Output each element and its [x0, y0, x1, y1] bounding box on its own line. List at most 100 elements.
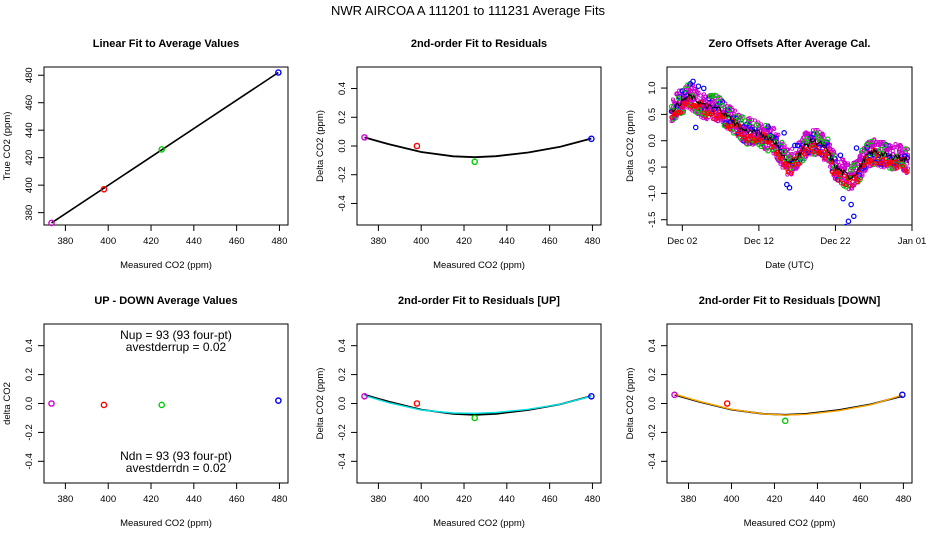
data-point-purple — [48, 400, 55, 407]
data-point-red — [782, 161, 788, 166]
chart-p6: 2nd-order Fit to Residuals [DOWN] Measure… — [625, 295, 913, 529]
data-point-blue — [837, 152, 844, 159]
fit-curve-black — [364, 136, 592, 159]
x-tick-label: 380 — [370, 494, 386, 505]
data-point-green — [813, 130, 820, 137]
data-point-red — [905, 169, 910, 175]
chart-p3: Zero Offsets After Average Cal. Date (UTC… — [625, 38, 926, 271]
y-axis-label: Delta CO2 (ppm) — [625, 110, 636, 182]
data-point-green — [843, 184, 849, 190]
data-point-red — [883, 156, 889, 162]
data-point-green — [824, 136, 831, 143]
data-point-green — [799, 157, 806, 164]
trend-line — [671, 92, 909, 181]
x-axis-label: Measured CO2 (ppm) — [120, 260, 212, 271]
data-point-red — [863, 155, 869, 161]
data-point-green — [779, 139, 785, 146]
chart-title: UP - DOWN Average Values — [94, 295, 237, 307]
data-point-blue — [588, 392, 595, 400]
data-point-red — [684, 99, 690, 105]
data-point-blue — [700, 85, 707, 92]
y-axis-label: Delta CO2 (ppm) — [315, 110, 326, 182]
x-tick-label: 420 — [143, 494, 159, 505]
y-axis-label: delta CO2 — [2, 382, 13, 425]
chart-p4: UP - DOWN Average Values Measured CO2 (pp… — [2, 295, 289, 529]
data-point-red — [836, 178, 841, 183]
data-point-blue — [851, 213, 857, 220]
data-point-blue — [864, 144, 871, 151]
y-tick-label: 0.2 — [337, 111, 348, 124]
data-point-purple — [732, 108, 738, 113]
data-point-red — [856, 177, 861, 183]
data-point-red — [834, 169, 840, 175]
data-point-purple — [782, 143, 787, 148]
x-tick-label: 400 — [100, 236, 116, 247]
data-point-red — [784, 165, 789, 171]
x-tick-label: 440 — [810, 494, 826, 505]
data-point-blue — [746, 123, 753, 129]
y-tick-label: 0.4 — [337, 339, 348, 352]
data-point-green — [859, 147, 866, 154]
x-axis-label: Measured CO2 (ppm) — [433, 260, 525, 271]
data-point-green — [471, 414, 479, 422]
data-point-red — [742, 134, 748, 140]
data-point-green — [864, 141, 870, 148]
data-point-red — [413, 142, 421, 150]
data-point-blue — [275, 69, 282, 76]
data-point-green — [719, 102, 725, 109]
y-tick-label: -0.4 — [24, 453, 35, 469]
data-point-purple — [899, 144, 904, 149]
data-point-purple — [785, 172, 790, 177]
x-tick-label: 400 — [413, 236, 429, 247]
x-tick-label: 440 — [499, 494, 515, 505]
data-point-blue — [682, 89, 688, 96]
y-tick-label: 480 — [24, 67, 35, 83]
y-tick-label: -0.2 — [647, 424, 658, 440]
data-point-green — [714, 99, 721, 105]
data-point-green — [896, 160, 902, 167]
data-point-green — [753, 122, 760, 128]
data-point-red — [779, 156, 785, 162]
data-point-blue — [845, 218, 852, 225]
data-point-green — [811, 151, 817, 157]
data-point-green — [781, 148, 787, 155]
x-tick-label: 460 — [542, 236, 558, 247]
x-tick-label: 420 — [767, 494, 783, 505]
x-tick-label: 480 — [895, 494, 911, 505]
data-point-blue — [588, 135, 595, 143]
y-tick-label: -0.5 — [647, 159, 658, 175]
y-axis-label: Delta CO2 (ppm) — [315, 368, 326, 440]
chart-p2: 2nd-order Fit to Residuals Measured CO2 (… — [315, 38, 602, 271]
chart-title: 2nd-order Fit to Residuals [UP] — [398, 295, 560, 307]
y-tick-label: 0.0 — [337, 397, 348, 410]
y-tick-label: 440 — [24, 122, 35, 138]
fit-line — [51, 71, 279, 224]
data-point-green — [684, 82, 691, 89]
x-tick-label: 460 — [852, 494, 868, 505]
data-point-red — [811, 149, 817, 155]
plot-frame — [666, 66, 913, 226]
data-point-green — [852, 161, 859, 168]
data-point-green — [733, 113, 739, 120]
data-point-blue — [690, 78, 696, 85]
data-point-blue — [848, 201, 854, 208]
data-point-green — [668, 103, 675, 110]
y-tick-label: -0.2 — [337, 424, 348, 440]
y-tick-label: -0.4 — [337, 453, 348, 469]
y-tick-label: 0.4 — [647, 339, 658, 352]
data-point-blue — [810, 131, 817, 137]
data-point-purple — [803, 131, 808, 136]
plot-frame — [43, 66, 289, 226]
data-point-red — [759, 139, 765, 145]
fit-curve-orange — [674, 393, 903, 416]
data-point-purple — [785, 147, 791, 152]
data-point-green — [758, 143, 764, 150]
data-point-green — [746, 119, 753, 126]
y-tick-label: 460 — [24, 95, 35, 111]
y-tick-label: 0.2 — [337, 368, 348, 381]
data-point-red — [669, 114, 674, 120]
data-point-blue — [899, 391, 906, 399]
y-tick-label: 0.4 — [337, 82, 348, 95]
data-point-red — [796, 161, 802, 167]
data-point-purple — [828, 142, 833, 147]
